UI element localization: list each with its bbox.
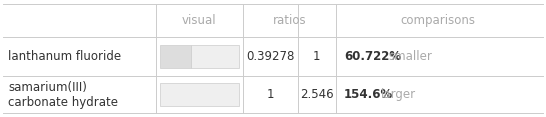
Text: 60.722%: 60.722%	[344, 50, 401, 63]
Bar	[160, 45, 191, 68]
Text: 1: 1	[266, 88, 274, 101]
Text: ratios: ratios	[272, 14, 306, 27]
Text: 1: 1	[313, 50, 321, 63]
Text: 154.6%: 154.6%	[344, 88, 393, 101]
Text: samarium(III)
carbonate hydrate: samarium(III) carbonate hydrate	[8, 81, 118, 109]
Text: comparisons: comparisons	[401, 14, 476, 27]
Text: lanthanum fluoride: lanthanum fluoride	[8, 50, 121, 63]
Text: smaller: smaller	[389, 50, 432, 63]
Bar	[160, 83, 239, 106]
Text: visual: visual	[182, 14, 217, 27]
Text: larger: larger	[381, 88, 416, 101]
Text: 0.39278: 0.39278	[246, 50, 294, 63]
Bar	[191, 45, 239, 68]
Text: 2.546: 2.546	[300, 88, 334, 101]
